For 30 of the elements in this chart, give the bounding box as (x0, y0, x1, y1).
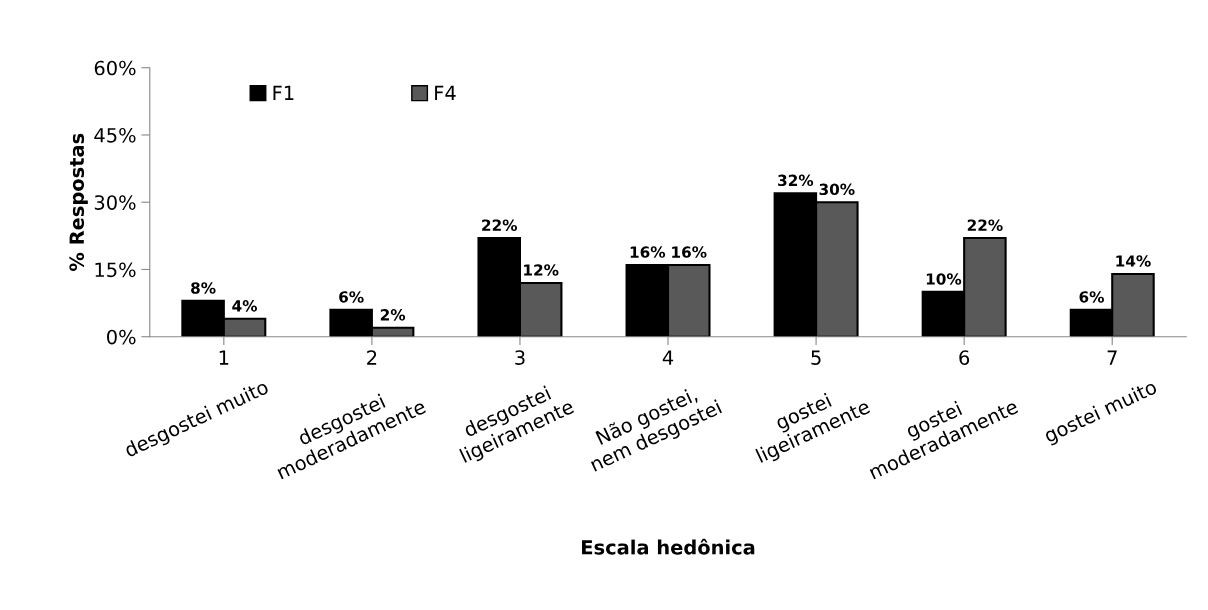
y-tick-label: 45% (94, 127, 136, 143)
data-label: 14% (1116, 255, 1151, 267)
data-label: 12% (524, 264, 559, 276)
y-tick-label: 0% (107, 329, 136, 345)
x-tick-label: 3 (515, 350, 525, 365)
data-label: 6% (1079, 291, 1104, 303)
data-label: 10% (926, 273, 962, 285)
y-tick-label: 15% (95, 262, 136, 278)
x-tick-label: 1 (219, 350, 229, 365)
data-label: 2% (380, 309, 406, 321)
y-tick-label: 60% (94, 60, 136, 76)
data-label: 32% (778, 174, 814, 187)
data-label: 30% (819, 183, 855, 196)
x-tick-label: 5 (811, 350, 821, 365)
data-label: 22% (967, 219, 1003, 231)
data-label: 6% (339, 291, 364, 303)
data-label: 16% (630, 246, 666, 258)
x-tick-label: 2 (367, 350, 377, 365)
x-tick-label: 7 (1107, 350, 1117, 365)
x-tick-label: 4 (662, 350, 674, 365)
text: Escala hedônica (582, 538, 755, 555)
legend-label: F1 (273, 85, 294, 100)
data-label: 4% (232, 300, 258, 312)
data-label: 8% (191, 282, 216, 294)
x-tick-label: 6 (959, 350, 970, 365)
data-label: 16% (672, 246, 707, 258)
data-label: 22% (482, 219, 518, 231)
y-tick-label: 30% (94, 195, 136, 210)
y-axis-title: % Respostas (69, 133, 88, 271)
legend-label: F4 (435, 85, 456, 100)
